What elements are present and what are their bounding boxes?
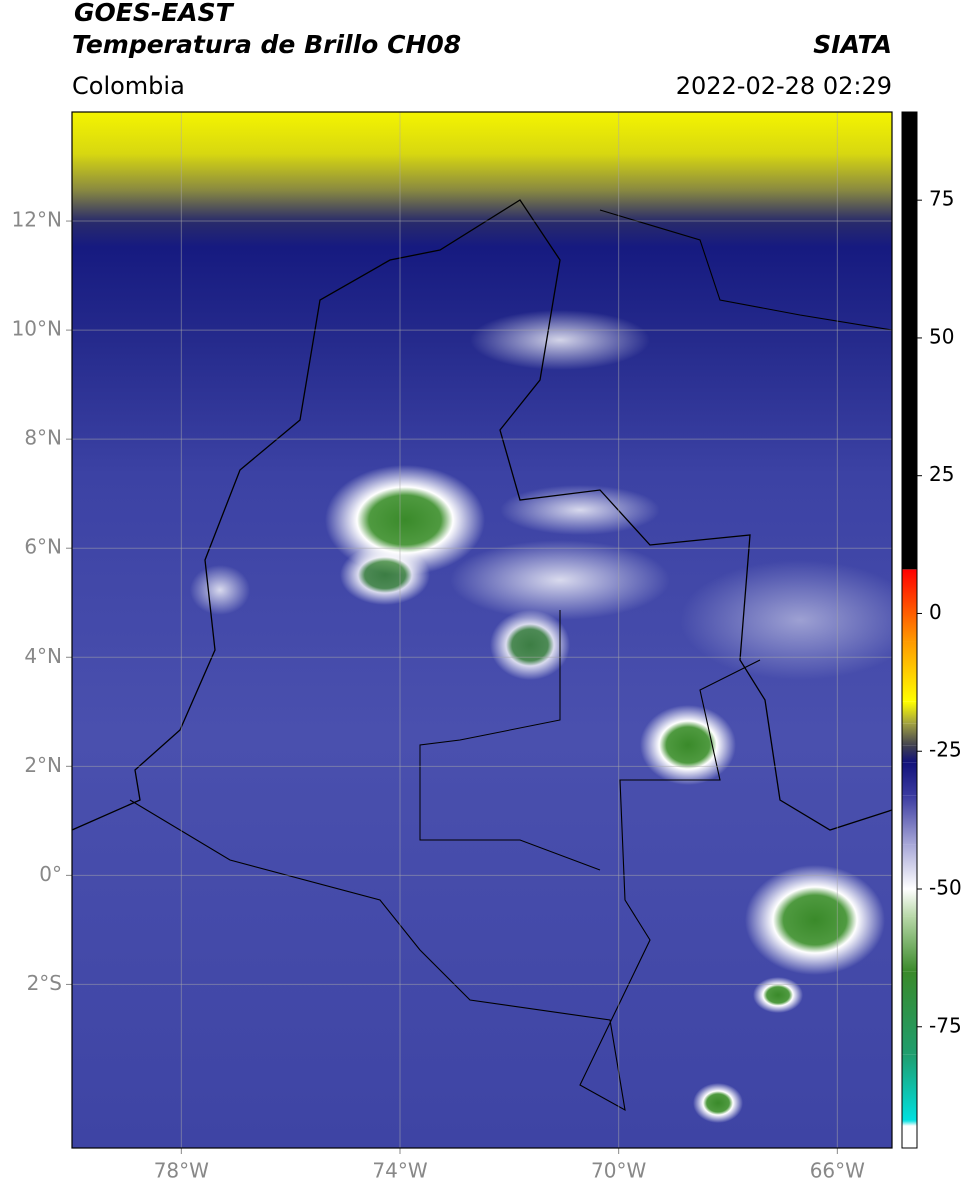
x-tick-label: 74°W (372, 1159, 427, 1183)
colorbar-segment (902, 845, 917, 889)
y-tick-label: 6°N (24, 535, 62, 559)
subtitle: Temperatura de Brillo CH08 (72, 30, 461, 59)
colorbar: 75 50 25 0 -25 -50 -75 (902, 112, 962, 1148)
cloud (753, 977, 803, 1013)
colorbar-segment (902, 112, 917, 569)
y-tick-label: 12°N (12, 208, 62, 232)
region: Colombia (72, 72, 185, 100)
cloud (680, 560, 920, 680)
colorbar-segment (902, 1120, 917, 1126)
cloud (450, 540, 670, 620)
y-tick-label: 10°N (12, 317, 62, 341)
colorbar-segment (902, 795, 917, 845)
colorbar-segment (902, 702, 917, 724)
cloud (190, 565, 250, 615)
colorbar-segment (902, 569, 917, 641)
title: GOES-EAST (74, 0, 235, 27)
colorbar-segment (902, 1126, 917, 1148)
y-tick-label: 2°S (27, 971, 62, 995)
y-tick-label: 0° (39, 862, 62, 886)
colorbar-segment (902, 1054, 917, 1120)
colorbar-segment (902, 746, 917, 763)
colorbar-segment (902, 762, 917, 795)
source: SIATA (813, 30, 892, 59)
colorbar-segment (902, 972, 917, 1055)
y-tick-label: 2°N (24, 753, 62, 777)
datetime: 2022-02-28 02:29 (676, 72, 892, 100)
cloud (640, 705, 736, 785)
x-tick-label: 70°W (591, 1159, 646, 1183)
cloud (470, 310, 650, 370)
imagery (72, 112, 920, 1148)
colorbar-segment (902, 641, 917, 702)
y-tick-label: 4°N (24, 644, 62, 668)
colorbar-tick-label: 75 (929, 187, 954, 211)
colorbar-tick-label: -75 (929, 1013, 962, 1037)
colorbar-tick-label: -50 (929, 876, 962, 900)
colorbar-tick-label: -25 (929, 738, 962, 762)
colorbar-segment (902, 917, 917, 972)
colorbar-segment (902, 724, 917, 746)
y-tick-label: 8°N (24, 426, 62, 450)
cloud (745, 865, 885, 975)
colorbar-tick-label: 50 (929, 324, 954, 348)
cloud (693, 1083, 743, 1123)
cloud (340, 545, 430, 605)
colorbar-tick-label: 0 (929, 600, 942, 624)
x-tick-label: 66°W (810, 1159, 865, 1183)
x-tick-label: 78°W (154, 1159, 209, 1183)
cloud (490, 610, 570, 680)
colorbar-tick-label: 25 (929, 462, 954, 486)
colorbar-segment (902, 889, 917, 917)
